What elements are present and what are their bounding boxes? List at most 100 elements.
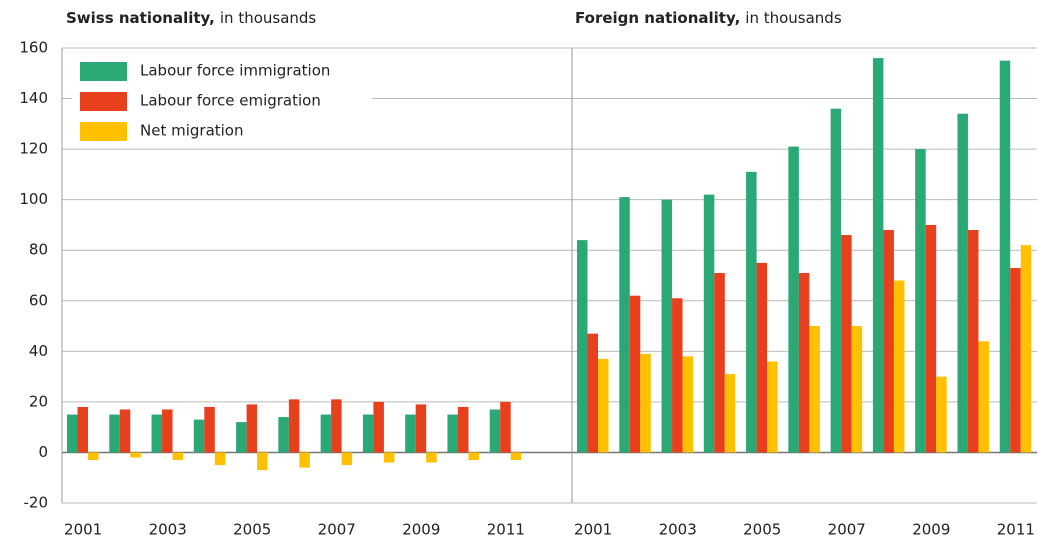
bar xyxy=(724,374,736,453)
bar xyxy=(587,333,598,453)
x-tick-label: 2005 xyxy=(233,521,271,539)
x-tick-label: 2007 xyxy=(828,521,866,539)
y-tick-label: 40 xyxy=(29,342,48,360)
bar xyxy=(341,452,353,466)
x-tick-label: 2009 xyxy=(402,521,440,539)
bar xyxy=(204,406,215,453)
x-tick-label: 2007 xyxy=(318,521,356,539)
bar xyxy=(682,356,694,453)
bar xyxy=(957,113,968,453)
bar xyxy=(978,341,989,453)
bar xyxy=(851,326,863,453)
bar xyxy=(672,298,683,453)
bar xyxy=(457,406,469,453)
bar xyxy=(489,409,501,453)
bar xyxy=(415,404,427,453)
bar xyxy=(872,58,884,453)
bar xyxy=(619,197,630,453)
y-tick-label: 100 xyxy=(19,190,48,208)
bar xyxy=(109,414,120,453)
title-unit: in thousands xyxy=(745,9,842,27)
bar xyxy=(756,262,768,453)
y-tick-label: 60 xyxy=(29,291,48,309)
legend-label: Net migration xyxy=(140,122,244,140)
bar xyxy=(426,452,437,463)
x-tick-label: 2005 xyxy=(743,521,781,539)
bar xyxy=(383,452,395,463)
bar xyxy=(246,404,258,453)
y-tick-label: 80 xyxy=(29,241,48,259)
bar xyxy=(598,358,609,453)
y-tick-label: 0 xyxy=(38,443,48,461)
bar xyxy=(629,295,641,453)
bar xyxy=(320,414,332,453)
bar xyxy=(967,230,979,453)
bar xyxy=(88,452,99,461)
bar xyxy=(288,399,300,453)
bar xyxy=(193,419,205,453)
y-tick-label: -20 xyxy=(24,494,49,512)
title-bold: Foreign nationality, xyxy=(575,9,740,27)
x-tick-label: 2011 xyxy=(487,521,525,539)
bar xyxy=(214,452,226,466)
bar xyxy=(798,272,810,453)
bar xyxy=(151,414,163,453)
bar xyxy=(373,401,384,453)
bar xyxy=(661,199,673,453)
bar xyxy=(447,414,458,453)
legend-swatch xyxy=(80,92,127,111)
bar xyxy=(510,452,522,461)
bar xyxy=(278,417,289,453)
x-tick-label: 2009 xyxy=(912,521,950,539)
bar xyxy=(841,235,852,453)
legend-swatch xyxy=(80,122,127,141)
bar xyxy=(746,171,757,453)
y-tick-label: 120 xyxy=(19,140,48,158)
bar xyxy=(915,149,926,453)
bar xyxy=(767,361,778,453)
bar xyxy=(809,326,820,453)
title-unit: in thousands xyxy=(220,9,317,27)
title-bold: Swiss nationality, xyxy=(66,9,215,27)
bar xyxy=(257,452,268,471)
bar xyxy=(77,406,88,453)
bar xyxy=(119,409,131,453)
bar xyxy=(883,230,894,453)
bar xyxy=(936,376,947,453)
bar xyxy=(999,60,1011,453)
bar xyxy=(236,422,247,453)
bar xyxy=(714,272,725,453)
bar xyxy=(1020,245,1032,453)
bar xyxy=(172,452,184,461)
legend-label: Labour force immigration xyxy=(140,62,330,80)
chart-title: Foreign nationality, in thousands xyxy=(575,9,842,27)
bar xyxy=(1010,267,1021,453)
bar xyxy=(405,414,416,453)
bar xyxy=(162,409,173,453)
bar xyxy=(331,399,342,453)
bar xyxy=(500,401,511,453)
legend-swatch xyxy=(80,62,127,81)
bar xyxy=(468,452,479,461)
y-tick-label: 140 xyxy=(19,89,48,107)
x-tick-label: 2001 xyxy=(64,521,102,539)
bar xyxy=(893,280,905,453)
x-tick-label: 2003 xyxy=(659,521,697,539)
bar xyxy=(830,108,842,453)
legend-label: Labour force emigration xyxy=(140,92,321,110)
bar xyxy=(925,224,937,453)
chart-title: Swiss nationality, in thousands xyxy=(66,9,316,27)
bar xyxy=(640,353,651,453)
bar xyxy=(788,146,799,453)
bar xyxy=(703,194,715,453)
bar xyxy=(299,452,310,468)
y-tick-label: 160 xyxy=(19,39,48,57)
bar xyxy=(577,240,588,453)
x-tick-label: 2001 xyxy=(574,521,612,539)
y-tick-label: 20 xyxy=(29,392,48,410)
x-tick-label: 2003 xyxy=(149,521,187,539)
bar xyxy=(130,452,141,458)
x-tick-label: 2011 xyxy=(997,521,1035,539)
bar xyxy=(67,414,78,453)
